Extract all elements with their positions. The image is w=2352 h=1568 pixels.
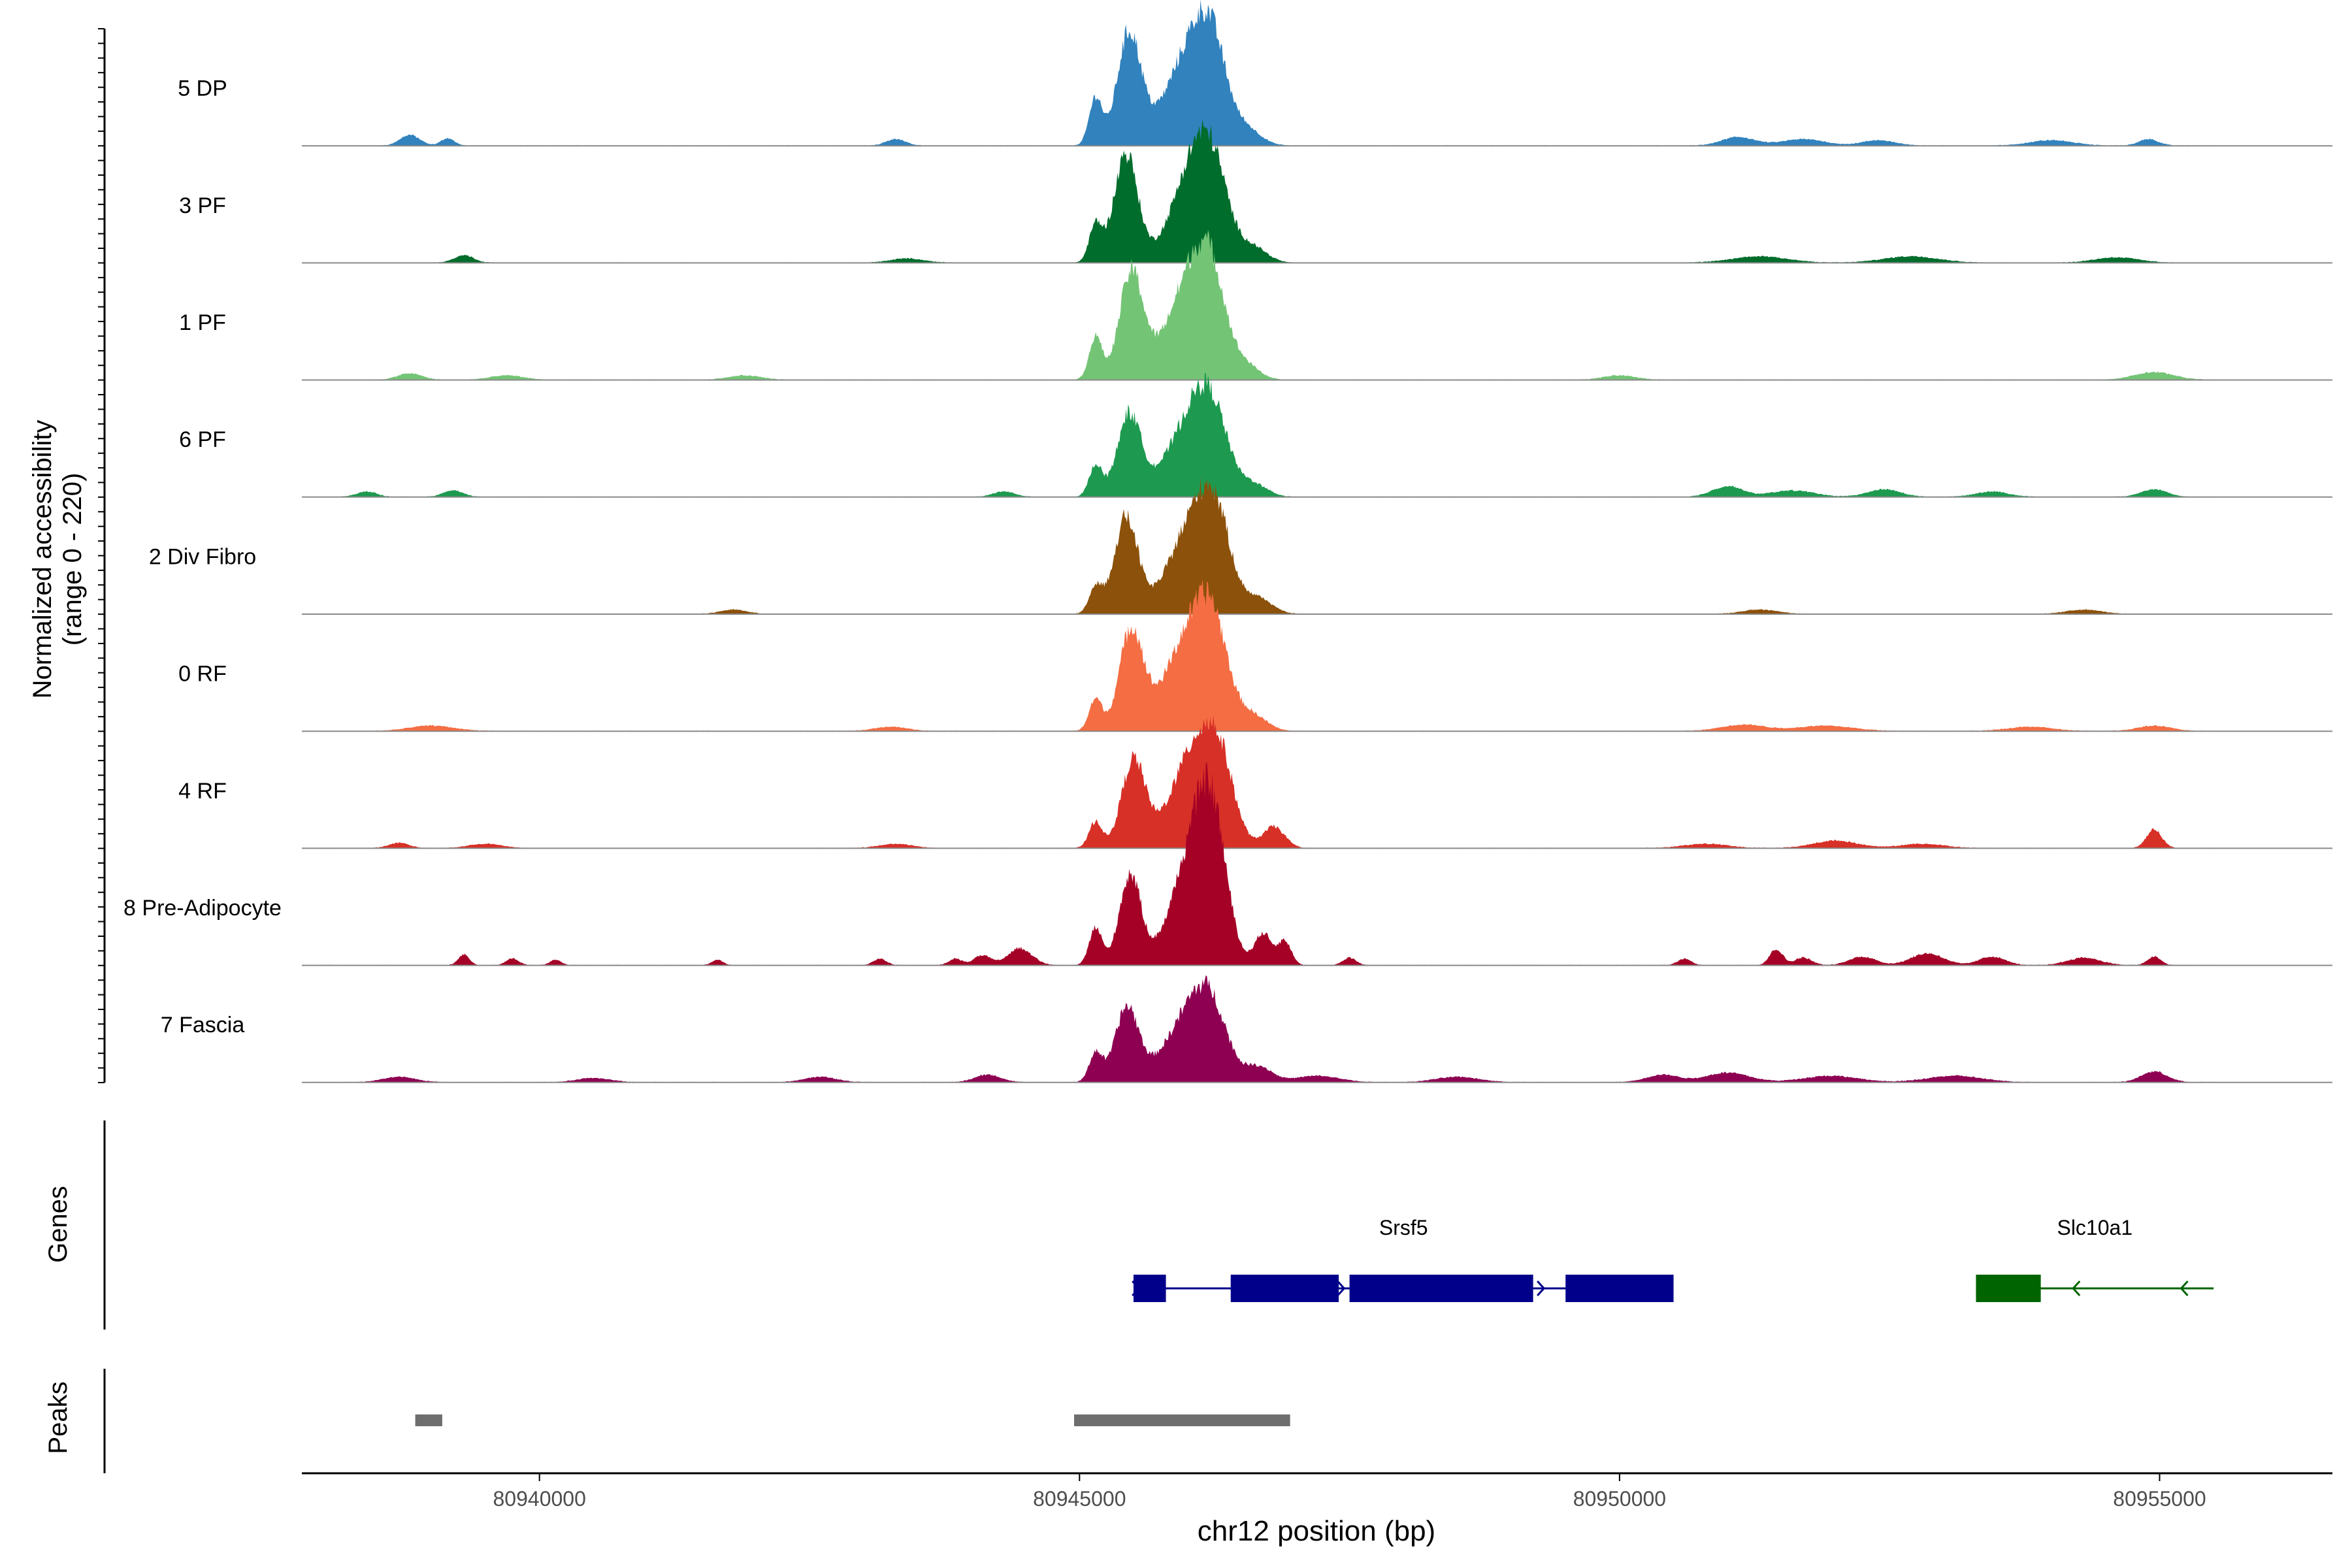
track-2-div-fibro: 2 Div Fibro bbox=[149, 477, 2332, 615]
track-1-pf: 1 PF bbox=[179, 230, 2332, 381]
track-label: 0 RF bbox=[178, 662, 227, 687]
x-tick-label: 80950000 bbox=[1573, 1487, 1666, 1511]
strand-arrow bbox=[1337, 1280, 1346, 1297]
gene-slc10a1: Slc10a1 bbox=[1976, 1216, 2214, 1302]
strand-arrow bbox=[2180, 1280, 2189, 1297]
track-0-rf: 0 RF bbox=[178, 580, 2332, 732]
track-label: 5 DP bbox=[178, 76, 227, 101]
x-tick-label: 80955000 bbox=[2113, 1487, 2206, 1511]
coverage-area bbox=[302, 477, 2214, 614]
track-7-fascia: 7 Fascia bbox=[161, 975, 2332, 1083]
track-label: 6 PF bbox=[179, 427, 226, 452]
coverage-area bbox=[302, 715, 2214, 849]
x-tick-label: 80940000 bbox=[493, 1487, 586, 1511]
track-6-pf: 6 PF bbox=[179, 372, 2332, 498]
coverage-tracks: 5 DP 3 PF 1 PF 6 PF 2 Div Fibro 0 RF 4 RF 8 Pre… bbox=[123, 0, 2332, 1083]
coverage-area bbox=[302, 975, 2214, 1083]
gene-srsf5: Srsf5 bbox=[1132, 1216, 1674, 1302]
gene-exon bbox=[1230, 1275, 1339, 1302]
peaks-panel-label: Peaks bbox=[44, 1381, 73, 1454]
peak-region bbox=[415, 1414, 442, 1426]
coverage-area bbox=[302, 372, 2214, 497]
genomic-x-axis: 80940000 80945000 80950000 80955000 bbox=[302, 1472, 2332, 1511]
strand-arrow bbox=[2072, 1280, 2081, 1297]
coverage-area bbox=[302, 762, 2214, 966]
track-5-dp: 5 DP bbox=[178, 0, 2332, 147]
y-axis-title-line1: Normalized accessibility bbox=[28, 420, 57, 699]
gene-exon bbox=[1349, 1275, 1533, 1302]
x-tick-label: 80945000 bbox=[1033, 1487, 1126, 1511]
accessibility-y-axis bbox=[98, 28, 106, 1083]
peak-region bbox=[1074, 1414, 1290, 1426]
track-label: 1 PF bbox=[179, 310, 226, 335]
strand-arrow bbox=[1537, 1280, 1546, 1297]
gene-exon bbox=[1976, 1275, 2041, 1302]
track-label: 4 RF bbox=[178, 779, 227, 804]
gene-exon bbox=[1565, 1275, 1674, 1302]
peak-annotation-panel bbox=[103, 1369, 1290, 1473]
track-label: 7 Fascia bbox=[161, 1013, 245, 1037]
track-3-pf: 3 PF bbox=[179, 119, 2332, 264]
x-axis-title: chr12 position (bp) bbox=[1198, 1515, 1435, 1547]
track-4-rf: 4 RF bbox=[178, 715, 2332, 849]
track-label: 2 Div Fibro bbox=[149, 544, 256, 569]
coverage-area bbox=[302, 0, 2214, 146]
gene-annotation-panel: Srsf5 Slc10a1 bbox=[103, 1120, 2214, 1330]
track-8-pre-adipocyte: 8 Pre-Adipocyte bbox=[123, 762, 2332, 966]
track-label: 3 PF bbox=[179, 193, 226, 218]
genes-panel-label: Genes bbox=[44, 1186, 73, 1263]
track-label: 8 Pre-Adipocyte bbox=[123, 896, 282, 921]
y-axis-title-line2: (range 0 - 220) bbox=[58, 473, 87, 646]
gene-label: Slc10a1 bbox=[2057, 1216, 2132, 1239]
gene-label: Srsf5 bbox=[1379, 1216, 1428, 1239]
strand-arrow bbox=[1132, 1280, 1141, 1297]
